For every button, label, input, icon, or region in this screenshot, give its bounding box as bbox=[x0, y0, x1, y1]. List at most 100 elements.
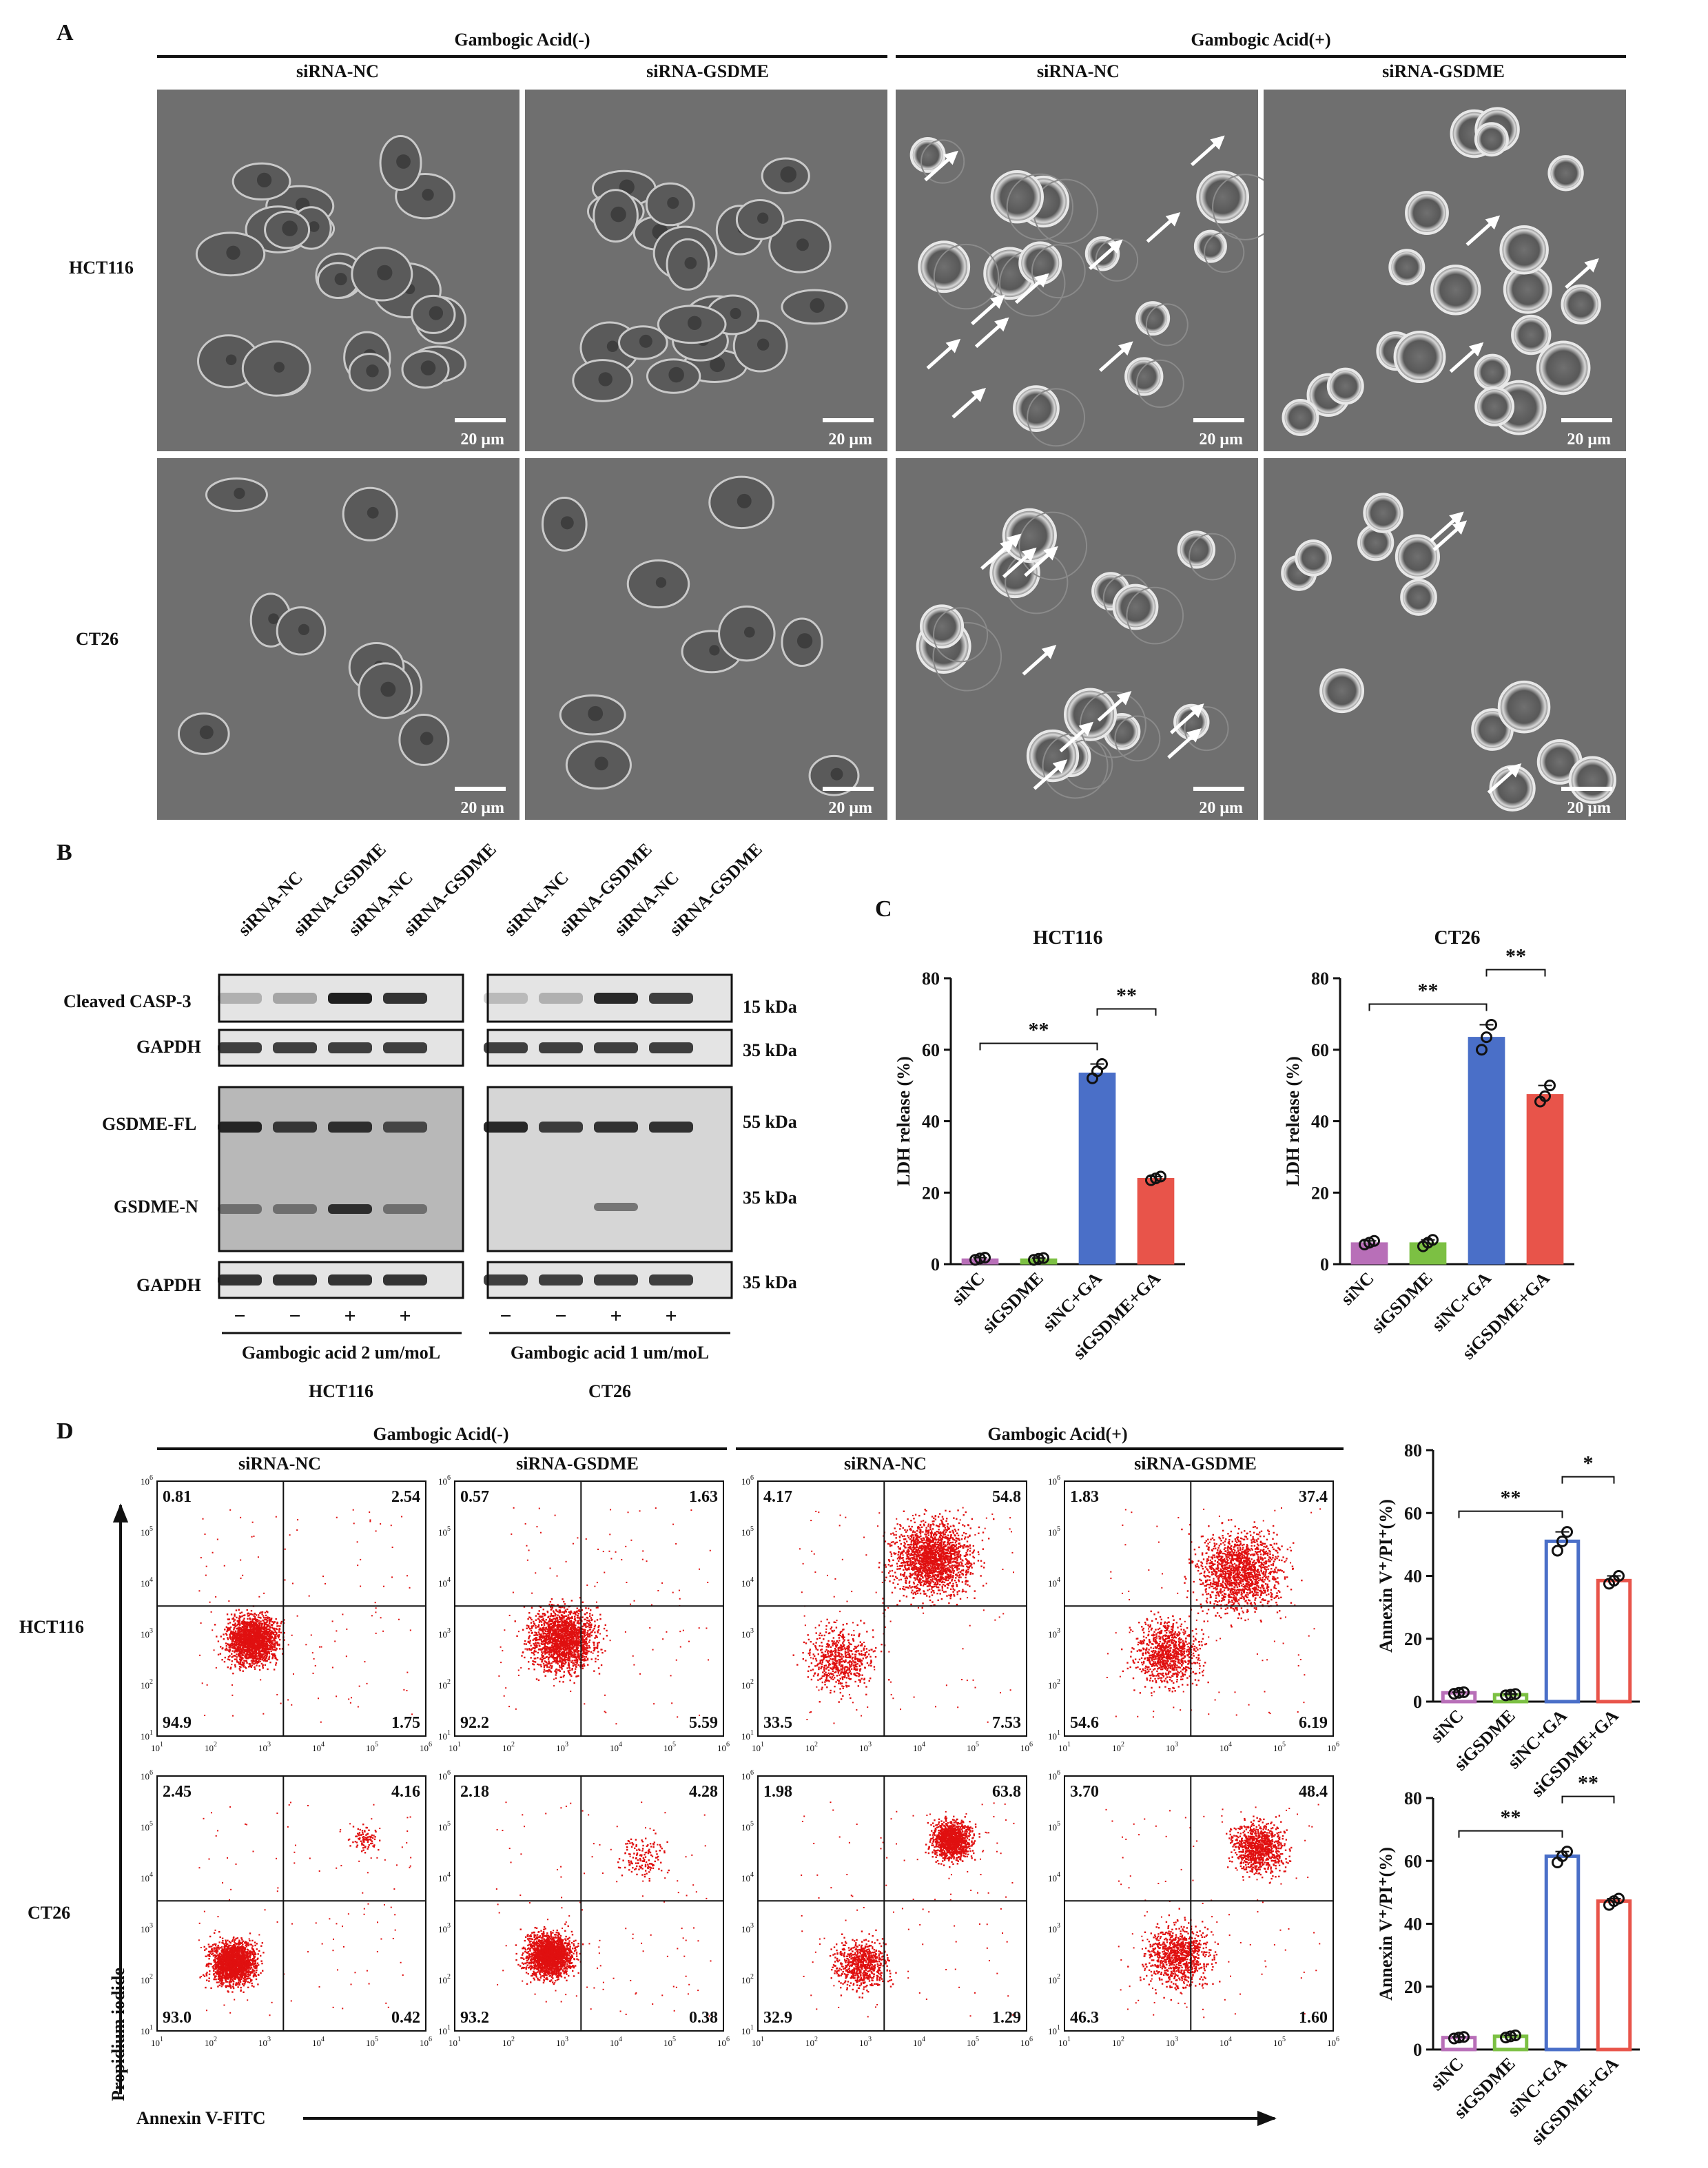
event-dot bbox=[821, 1659, 823, 1661]
event-dot bbox=[500, 1662, 502, 1664]
cell-line-label: CT26 bbox=[588, 1381, 631, 1401]
event-dot bbox=[571, 1654, 574, 1657]
event-dot bbox=[823, 1658, 825, 1660]
blot-frame bbox=[486, 1086, 733, 1252]
event-dot bbox=[242, 1621, 245, 1624]
event-dot bbox=[570, 1639, 572, 1641]
event-dot bbox=[551, 1629, 553, 1631]
event-dot bbox=[568, 1658, 570, 1660]
scale-bar-label: 20 μm bbox=[460, 431, 504, 448]
event-dot bbox=[825, 1673, 828, 1676]
event-dot bbox=[566, 1649, 568, 1651]
event-dot bbox=[554, 1643, 556, 1646]
event-dot bbox=[827, 1680, 830, 1682]
event-dot bbox=[606, 1629, 608, 1632]
rounded-cell bbox=[918, 240, 971, 293]
event-dot bbox=[406, 1690, 408, 1692]
event-dot bbox=[581, 1620, 583, 1622]
event-dot bbox=[552, 1610, 555, 1612]
event-dot bbox=[261, 1634, 264, 1637]
event-dot bbox=[559, 1633, 561, 1636]
event-dot bbox=[557, 1669, 559, 1671]
event-dot bbox=[263, 1646, 265, 1648]
event-dot bbox=[530, 1644, 532, 1646]
significance-mark: ** bbox=[1116, 984, 1137, 1007]
event-dot bbox=[224, 1629, 226, 1631]
event-dot bbox=[241, 1631, 243, 1633]
event-dot bbox=[568, 1618, 570, 1620]
arrow-indicator bbox=[1170, 703, 1204, 734]
tick-base: 10 bbox=[663, 1743, 672, 1753]
event-dot bbox=[591, 1614, 594, 1616]
event-dot bbox=[237, 1661, 240, 1664]
event-dot bbox=[881, 1643, 883, 1646]
event-dot bbox=[570, 1655, 573, 1658]
event-dot bbox=[236, 1624, 238, 1626]
event-dot bbox=[808, 1665, 810, 1668]
event-dot bbox=[579, 1631, 582, 1634]
nucleus bbox=[588, 705, 604, 721]
event-dot bbox=[204, 1715, 206, 1717]
event-dot bbox=[250, 1655, 253, 1658]
event-dot bbox=[598, 1624, 600, 1627]
event-dot bbox=[236, 1641, 238, 1644]
event-dot bbox=[262, 1644, 264, 1646]
event-dot bbox=[549, 1567, 551, 1569]
event-dot bbox=[565, 1640, 567, 1642]
event-dot bbox=[245, 1633, 247, 1635]
event-dot bbox=[555, 1636, 558, 1638]
event-dot bbox=[815, 1660, 818, 1662]
event-dot bbox=[252, 1659, 255, 1662]
event-dot bbox=[568, 1633, 570, 1635]
event-dot bbox=[598, 1642, 600, 1644]
event-dot bbox=[621, 1559, 623, 1561]
event-dot bbox=[582, 1616, 584, 1618]
event-dot bbox=[528, 1631, 530, 1633]
event-dot bbox=[251, 1620, 254, 1622]
event-dot bbox=[582, 1664, 584, 1666]
event-dot bbox=[860, 1644, 862, 1646]
event-dot bbox=[577, 1642, 579, 1644]
event-dot bbox=[821, 1651, 824, 1654]
event-dot bbox=[409, 1629, 411, 1631]
event-dot bbox=[243, 1644, 245, 1647]
event-dot bbox=[568, 1673, 571, 1675]
event-dot bbox=[266, 1610, 268, 1613]
event-dot bbox=[544, 1638, 547, 1641]
event-dot bbox=[597, 1548, 599, 1550]
event-dot bbox=[560, 1646, 562, 1649]
event-dot bbox=[829, 1676, 832, 1678]
event-dot bbox=[851, 1658, 854, 1660]
event-dot bbox=[570, 1617, 572, 1619]
nucleus bbox=[830, 767, 843, 781]
event-dot bbox=[569, 1631, 572, 1634]
event-dot bbox=[548, 1662, 551, 1664]
event-dot bbox=[548, 1666, 551, 1669]
event-dot bbox=[853, 1662, 855, 1664]
event-dot bbox=[542, 1647, 544, 1649]
event-dot bbox=[232, 1633, 234, 1635]
event-dot bbox=[566, 1620, 568, 1623]
band bbox=[594, 1042, 638, 1053]
event-dot bbox=[245, 1667, 247, 1669]
tick-base: 10 bbox=[205, 1743, 214, 1753]
event-dot bbox=[560, 1641, 563, 1644]
event-dot bbox=[263, 1643, 265, 1645]
event-dot bbox=[526, 1649, 528, 1651]
event-dot bbox=[842, 1638, 845, 1640]
event-dot bbox=[200, 1622, 202, 1624]
event-dot bbox=[269, 1622, 271, 1624]
event-dot bbox=[823, 1656, 825, 1659]
tick-base: 10 bbox=[438, 1527, 447, 1538]
nucleus bbox=[668, 367, 684, 383]
event-dot bbox=[254, 1649, 256, 1651]
event-dot bbox=[498, 1675, 500, 1677]
event-dot bbox=[259, 1660, 261, 1662]
event-dot bbox=[555, 1633, 557, 1635]
event-dot bbox=[557, 1631, 559, 1633]
event-dot bbox=[263, 1635, 265, 1638]
col-label: siRNA-NC bbox=[296, 61, 379, 81]
event-dot bbox=[573, 1649, 575, 1651]
event-dot bbox=[250, 1626, 253, 1628]
event-dot bbox=[825, 1671, 827, 1674]
